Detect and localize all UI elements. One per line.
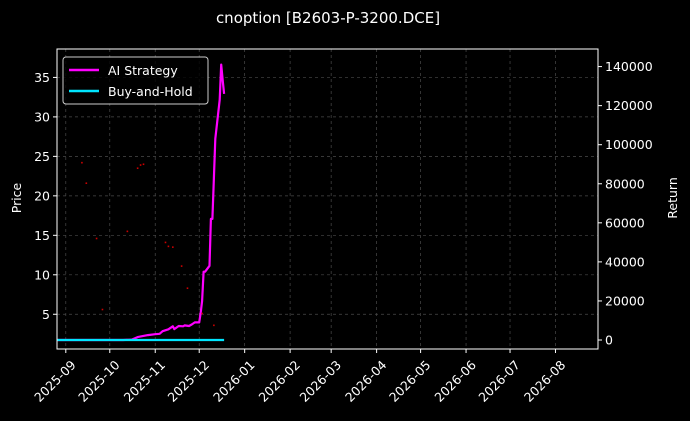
y-axis-label-left: Price	[9, 182, 24, 213]
price-point	[164, 241, 167, 244]
price-point	[101, 308, 104, 311]
y-tick-label-right: 80000	[605, 176, 645, 191]
y-tick-label-left: 10	[34, 267, 50, 282]
y-tick-label-right: 140000	[605, 59, 653, 74]
price-point	[172, 246, 174, 248]
price-point	[81, 161, 83, 164]
chart-title: cnoption [B2603-P-3200.DCE]	[216, 9, 440, 27]
y-tick-label-left: 30	[34, 109, 50, 124]
price-point	[213, 324, 215, 327]
y-tick-label-right: 60000	[605, 215, 645, 230]
y-tick-label-right: 0	[605, 333, 613, 348]
price-point	[180, 265, 183, 267]
series-line-ai-strategy	[57, 63, 226, 342]
y-axis-label-right: Return	[665, 177, 680, 218]
price-point	[139, 164, 142, 166]
plot-frame	[56, 48, 599, 350]
y-tick-label-right: 100000	[605, 137, 653, 152]
legend: AI Strategy Buy-and-Hold	[62, 56, 209, 105]
price-point	[186, 287, 189, 290]
y-tick-label-right: 120000	[605, 98, 653, 113]
price-point	[201, 312, 203, 315]
y-tick-label-right: 20000	[605, 293, 645, 308]
price-point	[85, 182, 88, 185]
legend-label-ai-strategy: AI Strategy	[108, 63, 178, 78]
price-point	[126, 230, 129, 233]
price-point	[142, 163, 145, 166]
legend-box	[62, 56, 209, 105]
price-point	[95, 237, 98, 240]
data-layer	[57, 63, 226, 342]
y-tick-label-left: 15	[34, 228, 50, 243]
y-tick-label-right: 40000	[605, 254, 645, 269]
y-tick-label-left: 5	[42, 307, 50, 322]
legend-label-buy-and-hold: Buy-and-Hold	[108, 84, 193, 99]
y-tick-label-left: 25	[34, 149, 50, 164]
y-tick-label-left: 35	[34, 70, 50, 85]
y-tick-label-left: 20	[34, 188, 50, 203]
price-point	[167, 245, 170, 248]
price-point	[136, 167, 139, 170]
